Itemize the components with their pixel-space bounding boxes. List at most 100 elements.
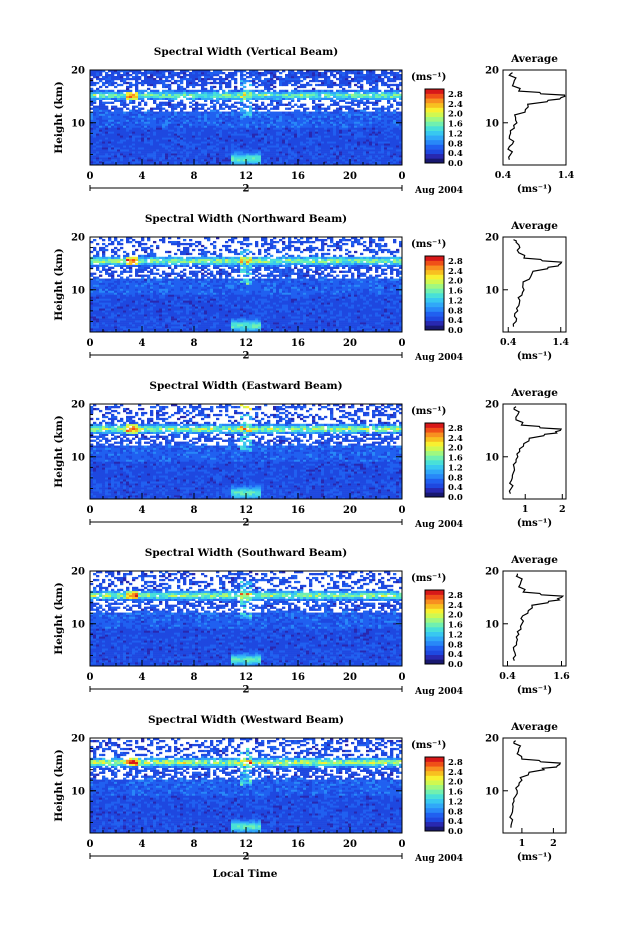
colorbar-swatch: [425, 646, 444, 651]
colorbar-tick-label: 2.0: [448, 611, 463, 621]
colorbar-swatch: [425, 483, 444, 488]
x-axis-label: Local Time: [213, 868, 278, 880]
colorbar-swatch: [425, 442, 444, 447]
colorbar-tick-label: 1.6: [448, 454, 463, 464]
colorbar-swatch: [425, 455, 444, 460]
y-tick-label: 10: [71, 619, 85, 630]
x-tick-label: 0: [87, 505, 94, 516]
average-y-tick-label: 10: [485, 619, 499, 630]
colorbar-swatch: [425, 609, 444, 614]
panel-title: Spectral Width (Southward Beam): [145, 547, 347, 559]
panel-title: Spectral Width (Vertical Beam): [154, 46, 338, 58]
colorbar-swatch: [425, 822, 444, 827]
average-x-tick-label: 1: [519, 838, 526, 849]
panel-3: Spectral Width (Eastward Beam)1020Height…: [53, 380, 566, 530]
x-tick-label: 0: [399, 505, 406, 516]
panel-5: Spectral Width (Westward Beam)1020Height…: [53, 714, 566, 864]
colorbar-tick-label: 2.4: [448, 267, 463, 277]
average-y-tick-label: 10: [485, 118, 499, 129]
colorbar-tick-label: 0.8: [448, 306, 463, 316]
panel-4: Spectral Width (Southward Beam)1020Heigh…: [53, 547, 570, 697]
colorbar-swatch: [425, 766, 444, 771]
average-y-tick-label: 20: [485, 400, 499, 411]
average-title: Average: [510, 721, 558, 733]
average-x-tick-label: 0.4: [499, 671, 516, 682]
colorbar-swatch: [425, 307, 444, 312]
colorbar-swatch: [425, 813, 444, 818]
colorbar-tick-label: 2.4: [448, 100, 463, 110]
colorbar-swatch: [425, 803, 444, 808]
colorbar-swatch: [425, 655, 444, 660]
heatmap: [90, 571, 402, 666]
colorbar-swatch: [425, 117, 444, 122]
colorbar-tick-label: 0.0: [448, 326, 463, 336]
colorbar-tick-label: 0.4: [448, 817, 463, 827]
colorbar-swatch: [425, 256, 444, 261]
average-x-label: (ms⁻¹): [517, 351, 552, 362]
average-x-tick-label: 2: [559, 504, 566, 515]
colorbar-swatch: [425, 428, 444, 433]
average-line: [509, 407, 561, 494]
average-y-tick-label: 20: [485, 734, 499, 745]
colorbar-swatch: [425, 103, 444, 108]
colorbar-swatch: [425, 474, 444, 479]
day-label: 2: [243, 184, 250, 195]
x-tick-label: 4: [139, 338, 146, 349]
y-axis-label: Height (km): [53, 749, 65, 821]
colorbar-swatch: [425, 275, 444, 280]
colorbar-tick-label: 0.8: [448, 807, 463, 817]
average-line: [513, 574, 563, 661]
colorbar-unit: (ms⁻¹): [411, 239, 446, 250]
x-tick-label: 4: [139, 839, 146, 850]
y-tick-label: 10: [71, 452, 85, 463]
colorbar-tick-label: 1.2: [448, 296, 463, 306]
average-y-tick-label: 10: [485, 285, 499, 296]
colorbar-tick-label: 0.8: [448, 640, 463, 650]
colorbar-swatch: [425, 488, 444, 493]
colorbar-tick-label: 2.8: [448, 257, 463, 267]
x-tick-label: 12: [239, 171, 253, 182]
colorbar: 0.00.40.81.21.62.02.42.8: [425, 256, 463, 336]
x-tick-label: 8: [191, 672, 198, 683]
y-axis-label: Height (km): [53, 81, 65, 153]
colorbar-tick-label: 0.4: [448, 149, 463, 159]
average-x-tick-label: 1.4: [552, 337, 569, 348]
average-y-tick-label: 10: [485, 452, 499, 463]
average-x-tick-label: 0.4: [495, 170, 512, 181]
colorbar-swatch: [425, 618, 444, 623]
colorbar-swatch: [425, 298, 444, 303]
date-label: Aug 2004: [414, 854, 463, 864]
average-line: [508, 73, 565, 160]
colorbar-tick-label: 2.0: [448, 444, 463, 454]
colorbar-swatch: [425, 284, 444, 289]
colorbar-swatch: [425, 789, 444, 794]
colorbar-tick-label: 1.2: [448, 630, 463, 640]
y-tick-label: 10: [71, 118, 85, 129]
x-tick-label: 4: [139, 672, 146, 683]
x-tick-label: 8: [191, 338, 198, 349]
average-x-label: (ms⁻¹): [517, 852, 552, 863]
average-x-tick-label: 1: [522, 504, 529, 515]
average-x-label: (ms⁻¹): [517, 184, 552, 195]
colorbar-swatch: [425, 590, 444, 595]
colorbar-tick-label: 0.4: [448, 483, 463, 493]
panel-2: Spectral Width (Northward Beam)1020Heigh…: [53, 213, 569, 363]
x-tick-label: 20: [343, 672, 357, 683]
colorbar-swatch: [425, 293, 444, 298]
colorbar-tick-label: 0.4: [448, 316, 463, 326]
day-label: 2: [243, 351, 250, 362]
x-tick-label: 8: [191, 839, 198, 850]
average-y-tick-label: 10: [485, 786, 499, 797]
colorbar-unit: (ms⁻¹): [411, 740, 446, 751]
colorbar-tick-label: 2.0: [448, 277, 463, 287]
average-line: [510, 741, 560, 828]
colorbar-swatch: [425, 817, 444, 822]
y-axis-label: Height (km): [53, 415, 65, 487]
average-x-tick-label: 1.6: [553, 671, 570, 682]
colorbar-swatch: [425, 613, 444, 618]
average-title: Average: [510, 220, 558, 232]
